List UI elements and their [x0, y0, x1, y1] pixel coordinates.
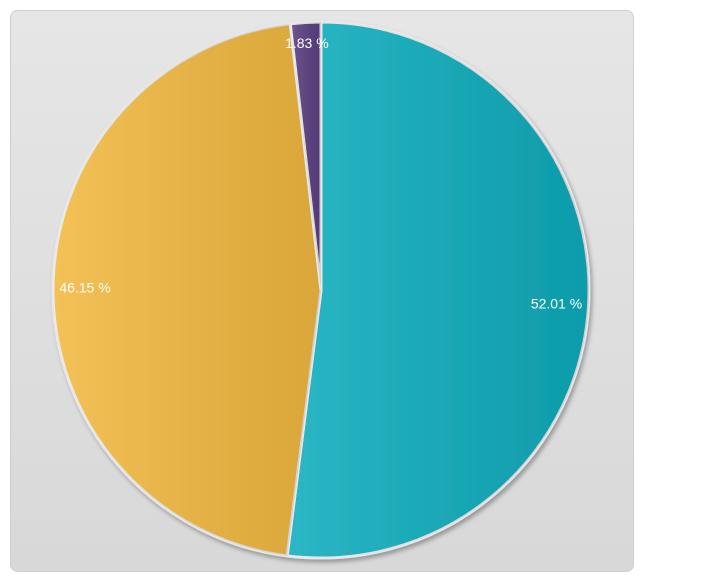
pie	[51, 20, 591, 560]
data-label: 52.01 %	[531, 296, 582, 312]
data-label: 46.15 %	[59, 279, 110, 295]
slice-shade	[287, 22, 589, 558]
slice-shade	[52, 23, 321, 556]
labels: 52.01 % 46.15 % 1.83 %	[59, 35, 582, 312]
data-label: 1.83 %	[285, 35, 329, 51]
slice-shade	[290, 22, 321, 290]
